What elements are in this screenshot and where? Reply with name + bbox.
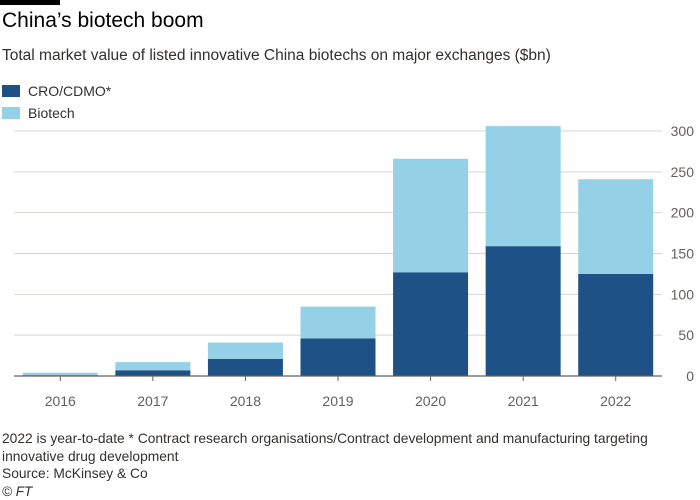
source-note: Source: McKinsey & Co: [2, 466, 148, 481]
y-tick-label: 300: [671, 123, 695, 139]
legend: CRO/CDMO* Biotech: [2, 80, 111, 124]
bar-cro-2022: [578, 273, 654, 376]
y-tick-label: 200: [671, 205, 695, 221]
legend-swatch-biotech: [2, 107, 20, 119]
bar-cro-2021: [485, 246, 561, 376]
legend-item-cro: CRO/CDMO*: [2, 80, 111, 102]
chart-subtitle: Total market value of listed innovative …: [2, 47, 551, 64]
y-tick-label: 250: [671, 164, 695, 180]
bar-biotech-2021: [485, 126, 561, 247]
ft-top-bar: [0, 0, 60, 5]
y-tick-label: 0: [686, 368, 694, 384]
chart-title: China’s biotech boom: [2, 9, 204, 32]
bar-cro-2018: [207, 358, 283, 376]
bar-biotech-2022: [578, 179, 654, 274]
bar-cro-2017: [115, 370, 191, 376]
y-tick-label: 150: [671, 246, 695, 262]
bar-biotech-2017: [115, 362, 191, 371]
bar-biotech-2020: [393, 158, 469, 273]
legend-label-biotech: Biotech: [28, 105, 75, 121]
footnote: 2022 is year-to-date * Contract research…: [2, 431, 648, 464]
y-tick-label: 100: [671, 286, 695, 302]
x-tick-label: 2019: [322, 393, 353, 409]
y-tick-label: 50: [678, 327, 694, 343]
bar-biotech-2019: [300, 306, 376, 339]
bar-biotech-2018: [207, 342, 283, 359]
legend-swatch-cro: [2, 85, 20, 97]
legend-label-cro: CRO/CDMO*: [28, 83, 112, 99]
legend-item-biotech: Biotech: [2, 102, 111, 124]
x-tick-label: 2016: [45, 393, 76, 409]
copyright: © FT: [2, 484, 33, 499]
x-tick-label: 2021: [508, 393, 539, 409]
x-tick-label: 2022: [600, 393, 631, 409]
bar-cro-2019: [300, 338, 376, 376]
x-tick-label: 2020: [415, 393, 446, 409]
x-tick-label: 2018: [230, 393, 261, 409]
bar-cro-2020: [393, 272, 469, 376]
x-tick-label: 2017: [137, 393, 168, 409]
bar-biotech-2016: [22, 372, 98, 376]
